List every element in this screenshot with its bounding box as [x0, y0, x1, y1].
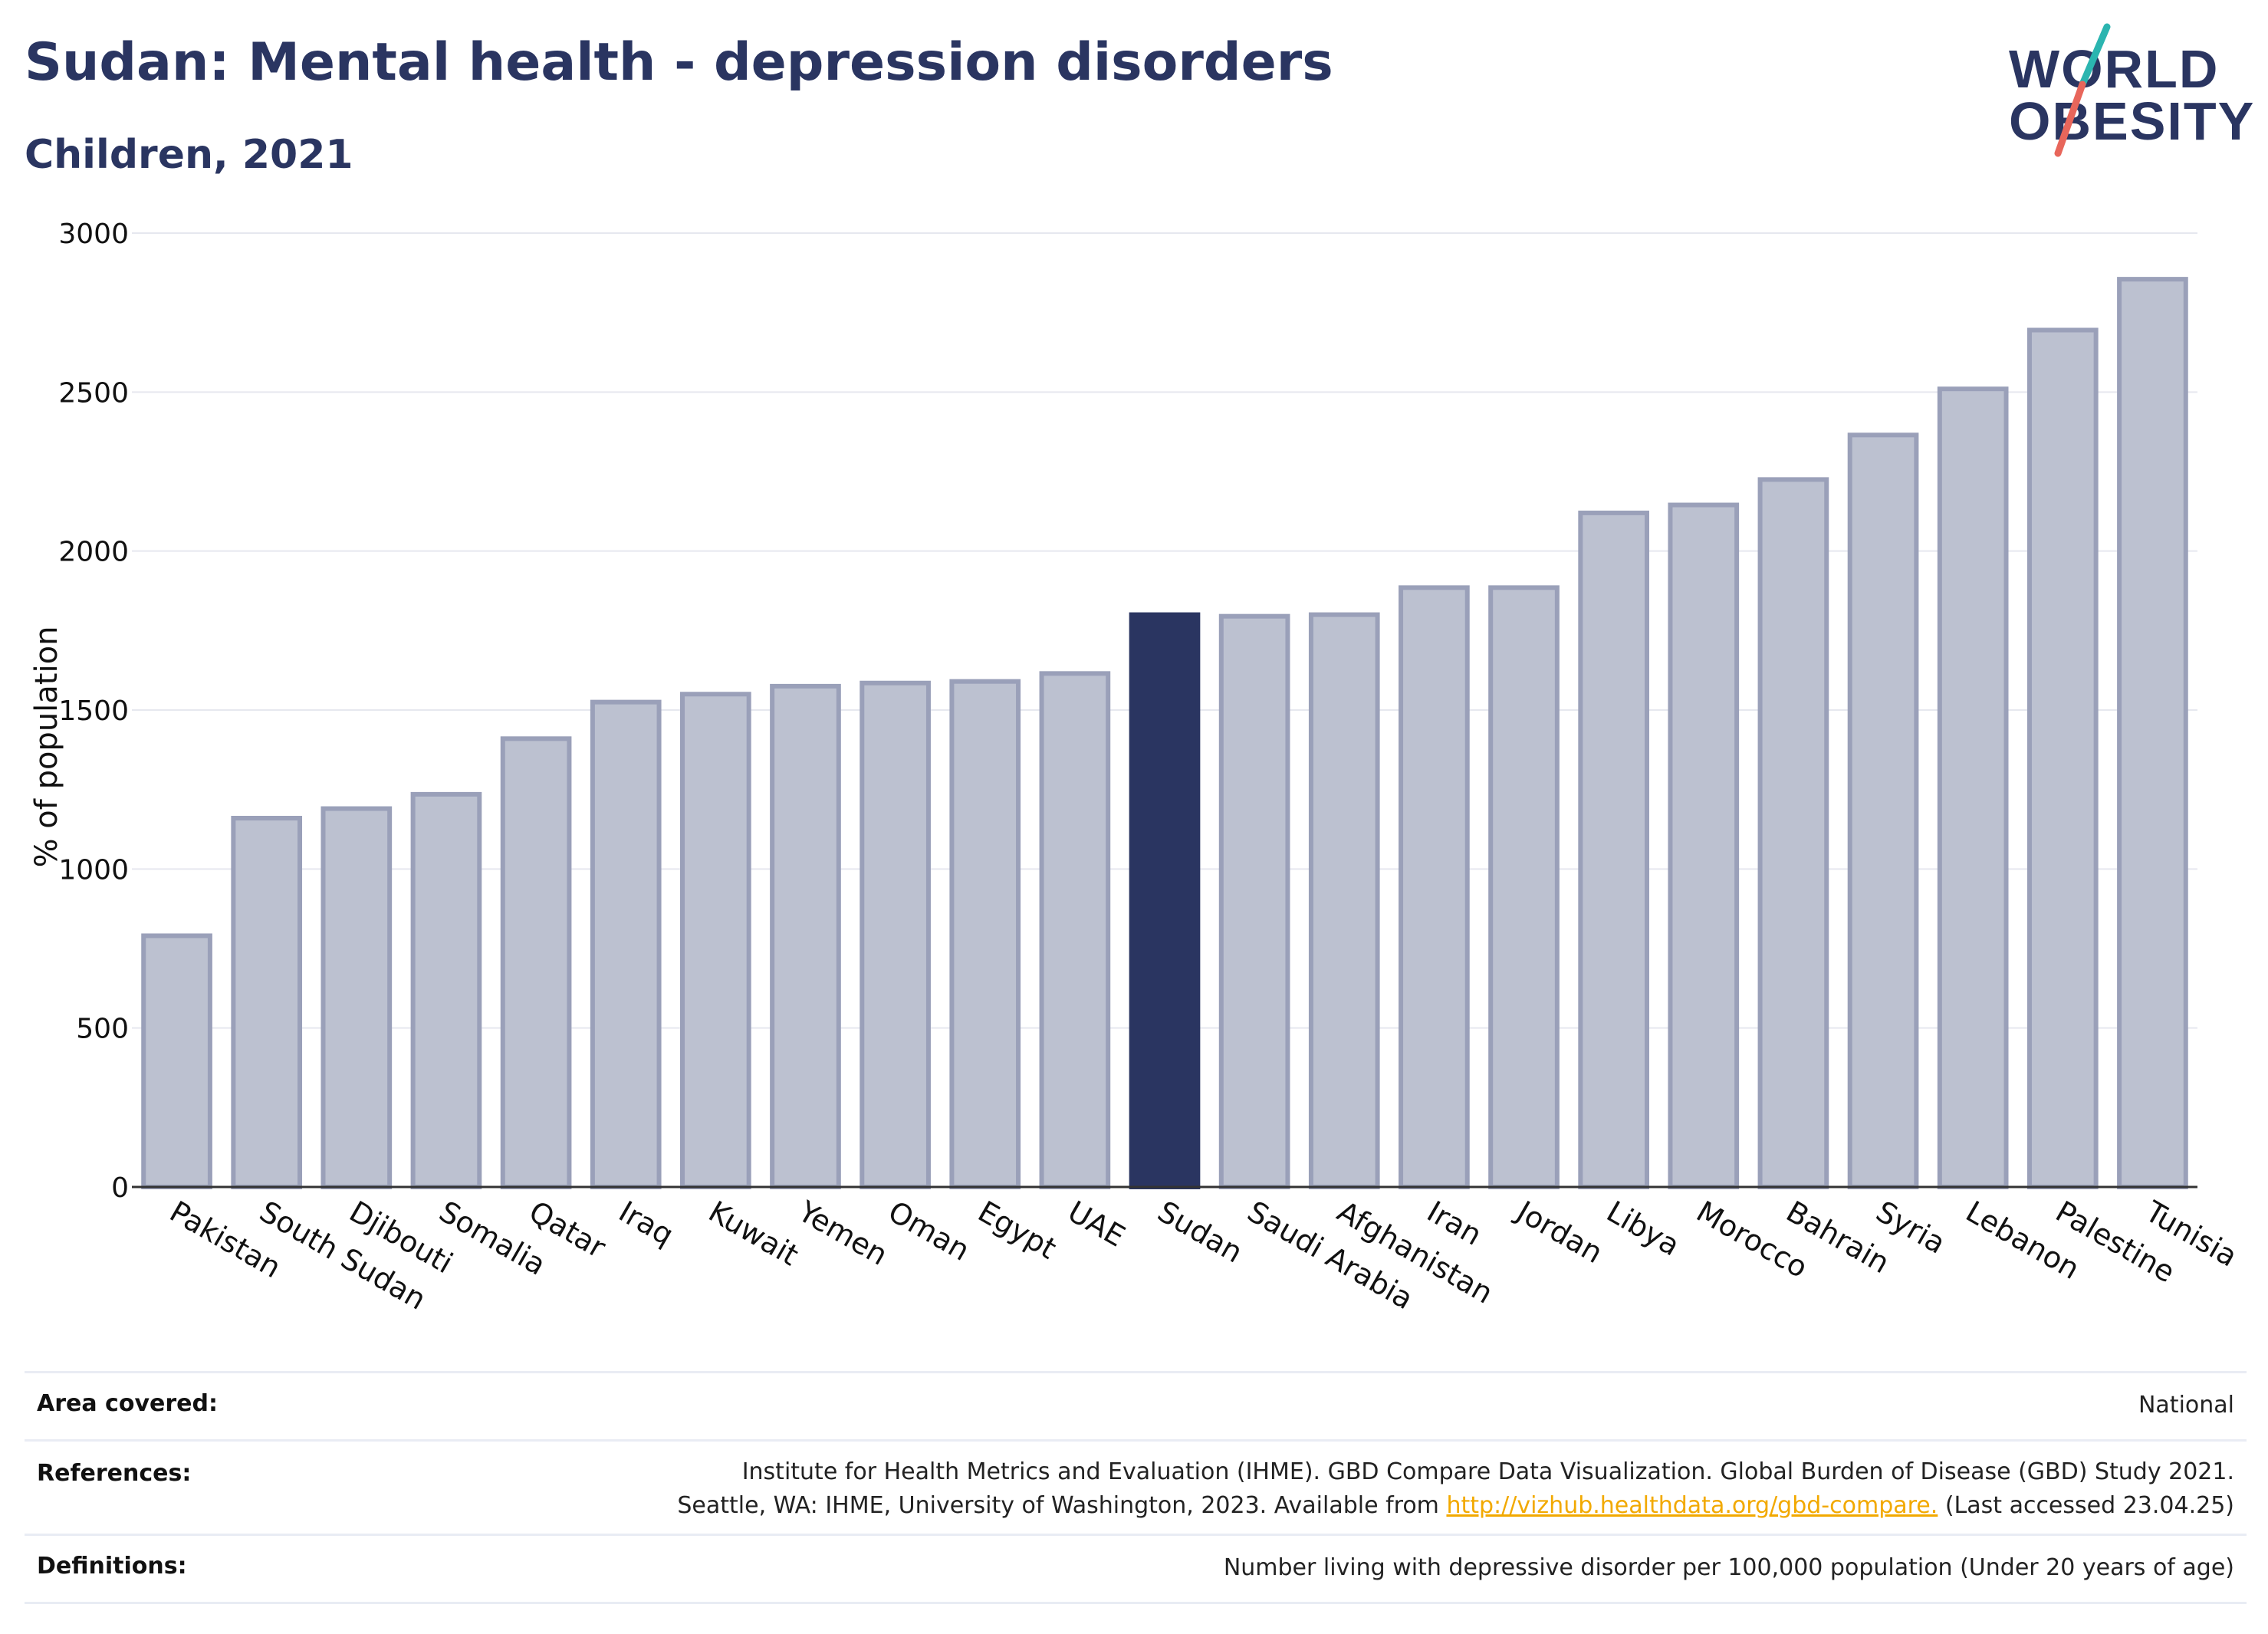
references-line-2: Seattle, WA: IHME, University of Washing… — [677, 1489, 2234, 1523]
footer-area-row: Area covered: National — [25, 1371, 2247, 1439]
references-line-2-suffix: (Last accessed 23.04.25) — [1938, 1492, 2234, 1519]
bar-afghanistan — [1308, 612, 1380, 1189]
x-tick-label: Yemen — [792, 1194, 893, 1272]
definitions-label: Definitions: — [37, 1553, 187, 1580]
area-covered-label: Area covered: — [37, 1390, 218, 1417]
y-tick-label: 3000 — [58, 219, 129, 250]
footer-references-row: References: Institute for Health Metrics… — [25, 1439, 2247, 1534]
x-tick-label: Libya — [1601, 1195, 1685, 1263]
chart-subtitle: Children, 2021 — [25, 132, 353, 178]
y-axis-label: % of population — [29, 626, 64, 868]
bar-egypt — [949, 679, 1021, 1189]
references-link[interactable]: http://vizhub.healthdata.org/gbd-compare… — [1446, 1492, 1938, 1519]
bar-uae — [1039, 671, 1111, 1189]
y-tick-label: 1500 — [58, 695, 129, 727]
chart-footer: Area covered: National References: Insti… — [25, 1371, 2247, 1604]
bar-somalia — [410, 791, 482, 1189]
bar-qatar — [500, 736, 572, 1189]
bars — [141, 277, 2188, 1190]
x-tick-label: Sudan — [1152, 1195, 1249, 1270]
x-tick-label: Jordan — [1510, 1194, 1608, 1271]
bar-lebanon — [1937, 386, 2009, 1190]
bar-djibouti — [320, 806, 393, 1190]
bar-syria — [1847, 432, 1919, 1189]
logo-slash-icon — [2054, 23, 2111, 157]
references-line-2-prefix: Seattle, WA: IHME, University of Washing… — [677, 1492, 1447, 1519]
area-covered-value: National — [2138, 1392, 2234, 1419]
bar-pakistan — [141, 933, 212, 1189]
y-tick-label: 0 — [111, 1172, 129, 1204]
bar-sudan — [1129, 612, 1201, 1189]
references-line-1: Institute for Health Metrics and Evaluat… — [741, 1458, 2234, 1485]
references-label: References: — [37, 1460, 192, 1487]
bar-south-sudan — [231, 815, 303, 1190]
footer-definitions-row: Definitions: Number living with depressi… — [25, 1534, 2247, 1604]
x-tick-label: Egypt — [972, 1195, 1062, 1266]
bar-saudi-arabia — [1218, 613, 1290, 1189]
logo-text-obesity: OBESITY — [2009, 91, 2256, 151]
x-tick-label: Iraq — [613, 1195, 679, 1252]
bar-jordan — [1488, 585, 1560, 1189]
references-value: Institute for Health Metrics and Evaluat… — [677, 1455, 2234, 1523]
bar-palestine — [2026, 327, 2099, 1189]
x-tick-label: Kuwait — [703, 1195, 804, 1273]
bar-tunisia — [2117, 277, 2188, 1189]
y-tick-label: 1000 — [58, 854, 129, 886]
y-axis-ticks: 0 500 1000 1500 2000 2500 3000 — [58, 219, 129, 1204]
bar-iraq — [590, 699, 662, 1189]
bar-yemen — [770, 683, 841, 1189]
y-tick-label: 2500 — [58, 377, 129, 409]
definitions-value: Number living with depressive disorder p… — [1223, 1554, 2234, 1581]
bar-morocco — [1668, 502, 1740, 1190]
x-tick-label: Oman — [883, 1195, 975, 1267]
bar-libya — [1578, 510, 1649, 1189]
bar-iran — [1399, 585, 1470, 1189]
x-tick-label: UAE — [1062, 1195, 1130, 1254]
bar-oman — [860, 680, 931, 1189]
bar-kuwait — [680, 692, 751, 1189]
logo-text-world: WORLD — [2009, 39, 2220, 99]
y-tick-label: 2000 — [58, 537, 129, 568]
y-tick-label: 500 — [76, 1014, 129, 1045]
bar-bahrain — [1757, 477, 1829, 1190]
world-obesity-logo: WORLD OBESITY — [1994, 23, 2254, 169]
chart-title: Sudan: Mental health - depression disord… — [25, 32, 1333, 93]
